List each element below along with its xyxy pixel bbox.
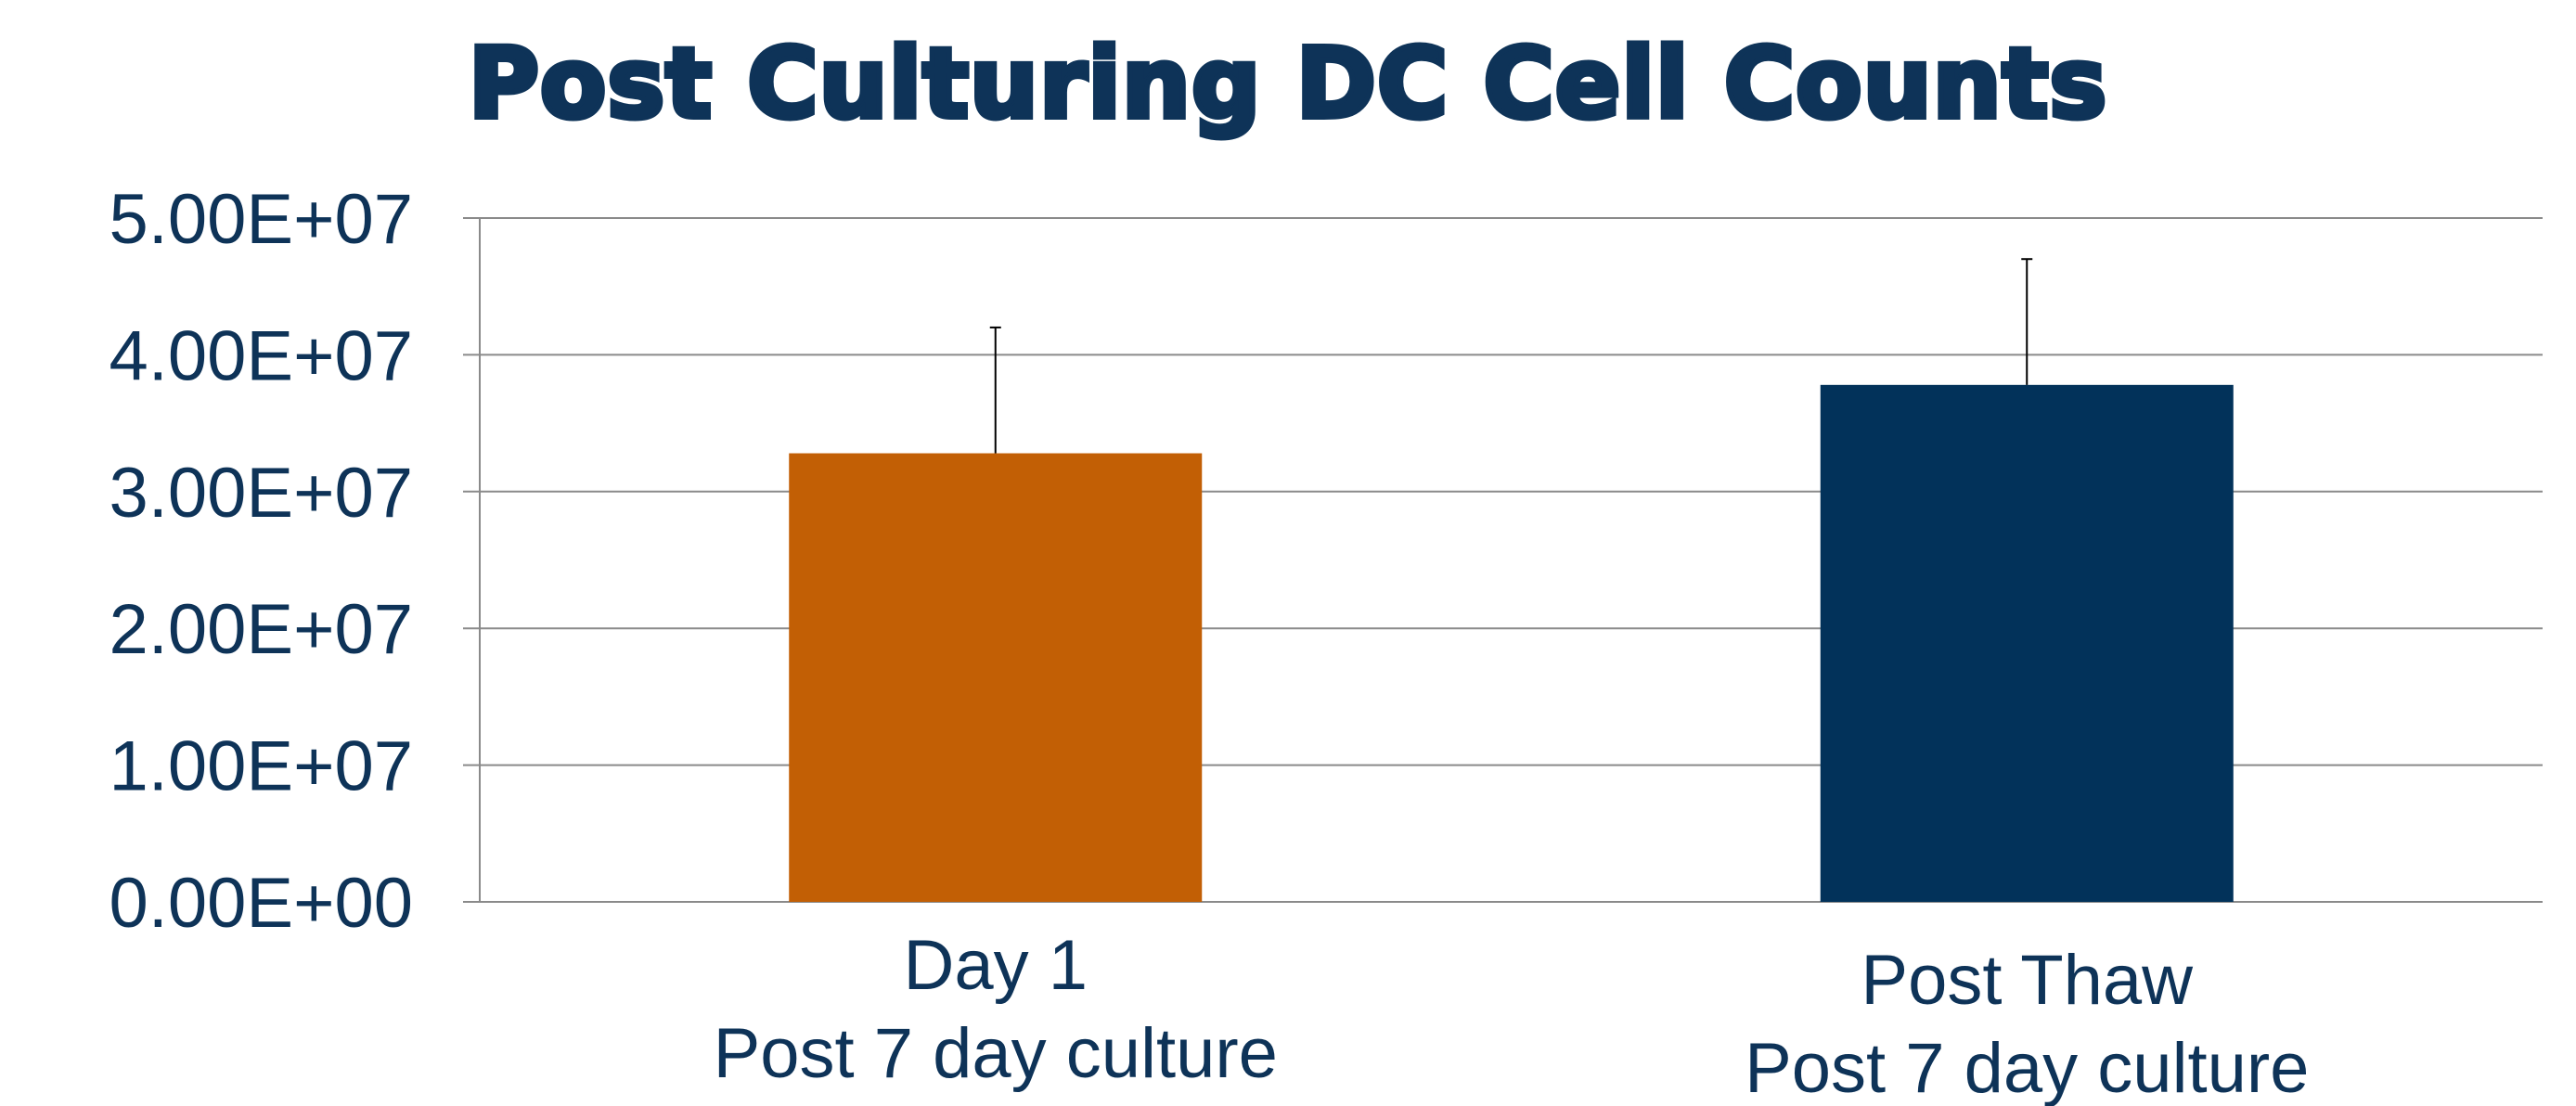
y-tick-label: 0.00E+00 bbox=[109, 864, 413, 943]
bar bbox=[789, 453, 1203, 902]
x-category-label: Post 7 day culture bbox=[1745, 1029, 2309, 1106]
x-category-labels: Day 1 Post 7 day culture Post Thaw Post 7 d… bbox=[714, 926, 2310, 1106]
bars bbox=[789, 384, 2234, 902]
chart-title: Post Culturing DC Cell Counts bbox=[466, 24, 2110, 143]
x-category-label: Day 1 bbox=[903, 926, 1088, 1005]
y-tick-label: 3.00E+07 bbox=[109, 454, 413, 533]
y-tick-labels: 0.00E+00 1.00E+07 2.00E+07 3.00E+07 4.00E+07… bbox=[109, 180, 413, 943]
x-category-label: Post 7 day culture bbox=[714, 1014, 1278, 1093]
y-tick-label: 5.00E+07 bbox=[109, 180, 413, 259]
bar bbox=[1820, 384, 2234, 902]
y-tick-label: 4.00E+07 bbox=[109, 316, 413, 395]
x-category-label: Post Thaw bbox=[1861, 941, 2194, 1020]
y-tick-label: 1.00E+07 bbox=[109, 727, 413, 806]
y-tick-label: 2.00E+07 bbox=[109, 590, 413, 669]
error-bars bbox=[989, 258, 2033, 454]
